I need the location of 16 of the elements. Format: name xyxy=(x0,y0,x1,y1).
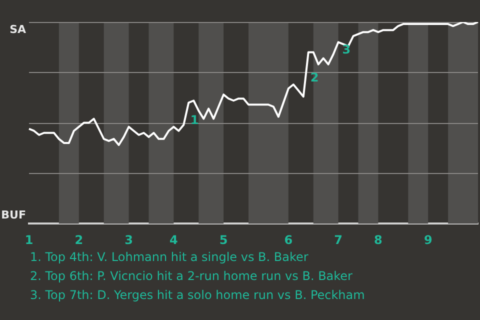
x-tick-label: 1 xyxy=(24,232,34,247)
text: BUF xyxy=(1,208,26,222)
text: SA xyxy=(10,22,26,36)
x-tick-label: 4 xyxy=(170,232,178,247)
x-tick-label: 9 xyxy=(424,232,432,247)
x-tick-label: 8 xyxy=(374,232,382,247)
text: 3. Top 7th: D. Yerges hit a solo home run vs B. Peckham xyxy=(30,287,365,304)
text: 2. Top 6th: P. Vicncio hit a 2-run home run vs B. Baker xyxy=(30,268,354,285)
annotation: 2 xyxy=(310,70,319,85)
x-tick-label: 6 xyxy=(284,232,293,247)
x-tick-label: 2 xyxy=(74,232,84,247)
annotation: 3 xyxy=(342,42,351,56)
x-tick-label: 5 xyxy=(219,232,228,247)
x-tick-label: 3 xyxy=(124,232,133,247)
text: 1. Top 4th: V. Lohmann hit a single vs B. Baker xyxy=(30,249,310,266)
x-tick-label: 7 xyxy=(334,232,342,247)
